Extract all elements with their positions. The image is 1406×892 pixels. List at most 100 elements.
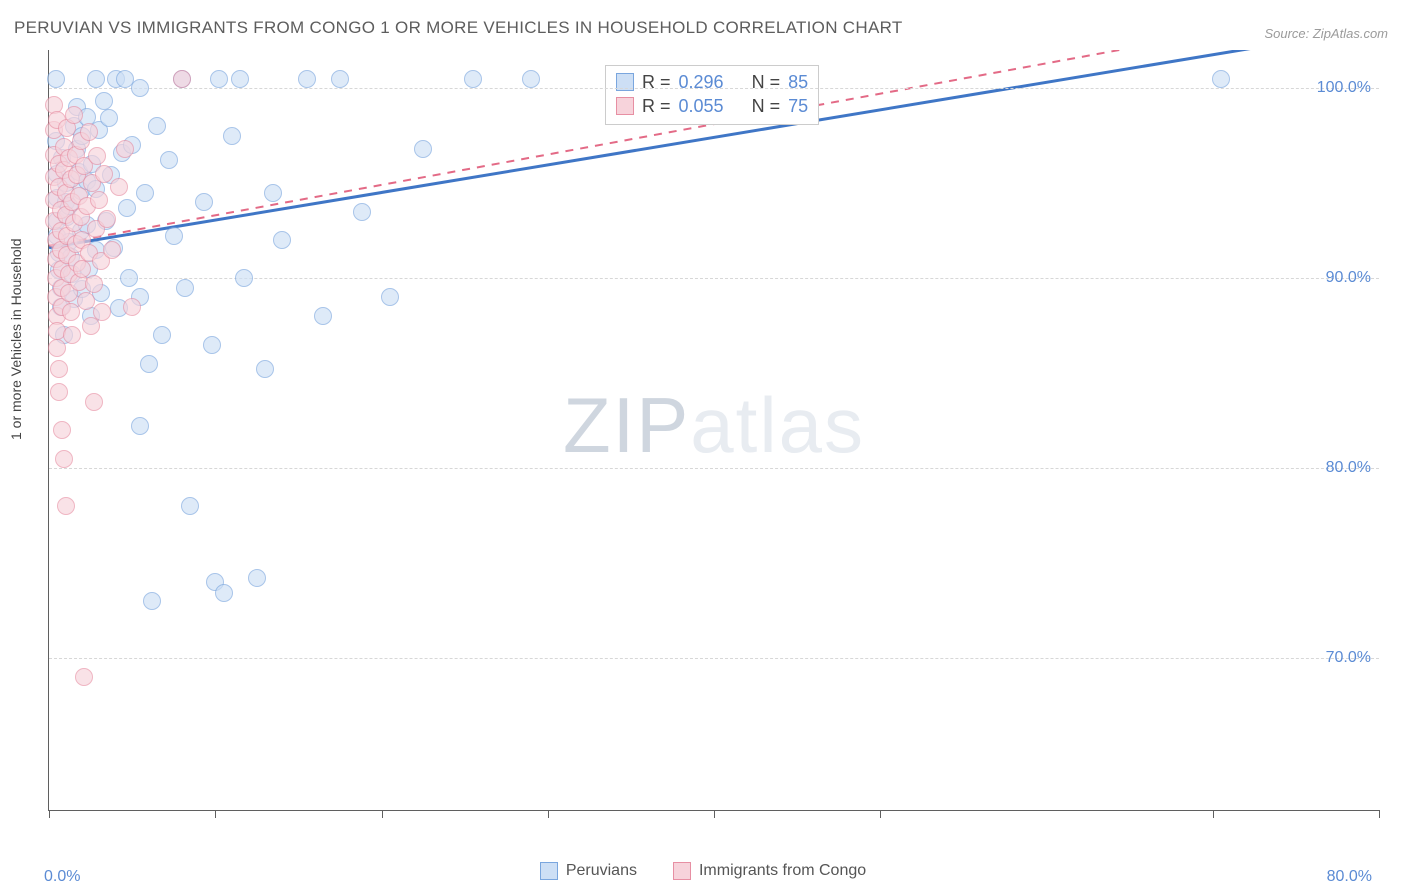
scatter-point-peruvians: [136, 184, 154, 202]
x-tick: [880, 810, 881, 818]
scatter-point-peruvians: [153, 326, 171, 344]
scatter-point-peruvians: [1212, 70, 1230, 88]
legend-row-congo: R = 0.055 N = 75: [616, 94, 808, 118]
scatter-point-peruvians: [353, 203, 371, 221]
scatter-point-peruvians: [522, 70, 540, 88]
scatter-point-peruvians: [235, 269, 253, 287]
scatter-point-congo: [85, 393, 103, 411]
scatter-point-peruvians: [331, 70, 349, 88]
y-tick-label: 80.0%: [1326, 459, 1371, 477]
chart-page: { "title": "PERUVIAN VS IMMIGRANTS FROM …: [0, 0, 1406, 892]
scatter-point-peruvians: [176, 279, 194, 297]
scatter-point-congo: [75, 668, 93, 686]
scatter-point-congo: [77, 292, 95, 310]
scatter-point-congo: [50, 383, 68, 401]
chart-title: PERUVIAN VS IMMIGRANTS FROM CONGO 1 OR M…: [14, 18, 903, 38]
scatter-point-peruvians: [143, 592, 161, 610]
watermark-atlas: atlas: [690, 381, 865, 469]
scatter-point-congo: [93, 303, 111, 321]
x-tick: [1213, 810, 1214, 818]
scatter-point-peruvians: [210, 70, 228, 88]
x-tick: [49, 810, 50, 818]
trend-lines-layer: [49, 50, 1379, 810]
scatter-point-peruvians: [203, 336, 221, 354]
legend-R-label: R =: [642, 94, 671, 118]
x-tick: [1379, 810, 1380, 818]
scatter-point-congo: [80, 123, 98, 141]
legend-R-value: 0.296: [679, 70, 724, 94]
scatter-point-congo: [53, 421, 71, 439]
scatter-point-congo: [110, 178, 128, 196]
scatter-point-congo: [95, 165, 113, 183]
scatter-point-peruvians: [131, 79, 149, 97]
legend-item: Peruvians: [540, 862, 637, 880]
scatter-point-peruvians: [273, 231, 291, 249]
scatter-point-peruvians: [87, 70, 105, 88]
legend-R-value: 0.055: [679, 94, 724, 118]
scatter-point-peruvians: [100, 109, 118, 127]
legend-swatch: [616, 97, 634, 115]
legend-swatch: [540, 862, 558, 880]
legend-row-peruvians: R = 0.296 N = 85: [616, 70, 808, 94]
y-tick-label: 70.0%: [1326, 649, 1371, 667]
scatter-point-congo: [173, 70, 191, 88]
x-tick: [548, 810, 549, 818]
scatter-point-peruvians: [256, 360, 274, 378]
scatter-point-congo: [88, 147, 106, 165]
y-gridline: [49, 88, 1379, 89]
watermark-zip: ZIP: [563, 381, 690, 469]
scatter-point-peruvians: [47, 70, 65, 88]
legend-swatch: [673, 862, 691, 880]
scatter-point-congo: [98, 210, 116, 228]
watermark: ZIPatlas: [563, 380, 865, 471]
x-tick: [382, 810, 383, 818]
legend-N-label: N =: [752, 94, 781, 118]
x-tick: [714, 810, 715, 818]
y-tick-label: 90.0%: [1326, 269, 1371, 287]
scatter-point-peruvians: [148, 117, 166, 135]
scatter-point-congo: [48, 339, 66, 357]
scatter-point-peruvians: [95, 92, 113, 110]
legend-N-value: 75: [788, 94, 808, 118]
scatter-point-peruvians: [120, 269, 138, 287]
plot-area: ZIPatlas R = 0.296 N = 85 R = 0.055 N = 75 70.0…: [48, 50, 1379, 811]
correlation-legend: R = 0.296 N = 85 R = 0.055 N = 75: [605, 65, 819, 125]
scatter-point-congo: [50, 360, 68, 378]
source-label: Source: ZipAtlas.com: [1264, 26, 1388, 41]
scatter-point-peruvians: [414, 140, 432, 158]
scatter-point-peruvians: [223, 127, 241, 145]
y-gridline: [49, 468, 1379, 469]
legend-N-label: N =: [752, 70, 781, 94]
scatter-point-peruvians: [160, 151, 178, 169]
scatter-point-peruvians: [195, 193, 213, 211]
legend-R-label: R =: [642, 70, 671, 94]
legend-label: Immigrants from Congo: [699, 862, 866, 880]
legend-N-value: 85: [788, 70, 808, 94]
scatter-point-peruvians: [248, 569, 266, 587]
scatter-point-peruvians: [464, 70, 482, 88]
scatter-point-congo: [116, 140, 134, 158]
scatter-point-peruvians: [231, 70, 249, 88]
y-gridline: [49, 658, 1379, 659]
legend-item: Immigrants from Congo: [673, 862, 866, 880]
scatter-point-peruvians: [165, 227, 183, 245]
y-axis-label: 1 or more Vehicles in Household: [8, 238, 24, 440]
scatter-point-congo: [63, 326, 81, 344]
scatter-point-congo: [55, 450, 73, 468]
scatter-point-congo: [90, 191, 108, 209]
scatter-point-peruvians: [215, 584, 233, 602]
y-tick-label: 100.0%: [1317, 79, 1371, 97]
series-legend: Peruvians Immigrants from Congo: [0, 862, 1406, 880]
scatter-point-peruvians: [140, 355, 158, 373]
scatter-point-congo: [57, 497, 75, 515]
legend-label: Peruvians: [566, 862, 637, 880]
scatter-point-peruvians: [118, 199, 136, 217]
scatter-point-peruvians: [314, 307, 332, 325]
scatter-point-peruvians: [298, 70, 316, 88]
scatter-point-congo: [123, 298, 141, 316]
scatter-point-peruvians: [264, 184, 282, 202]
scatter-point-peruvians: [381, 288, 399, 306]
x-tick: [215, 810, 216, 818]
scatter-point-congo: [62, 303, 80, 321]
scatter-point-congo: [103, 241, 121, 259]
